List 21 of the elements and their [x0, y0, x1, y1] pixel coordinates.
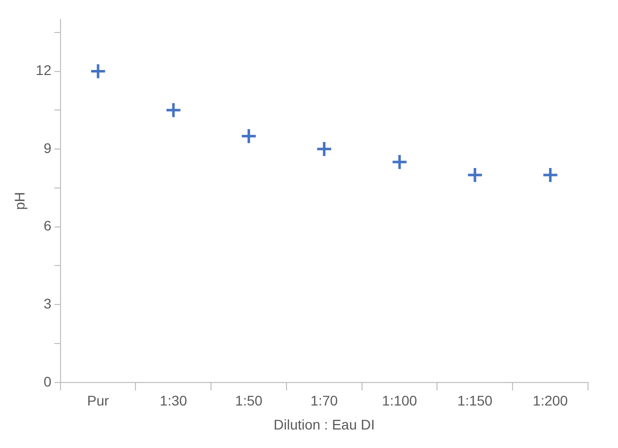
x-axis-title: Dilution : Eau DI [274, 416, 375, 432]
y-tick-label: 3 [44, 295, 52, 312]
x-tick-label: 1:30 [160, 392, 188, 409]
x-tick-label: 1:200 [532, 392, 568, 409]
y-tick-label: 9 [44, 140, 52, 156]
point [466, 166, 484, 184]
point [316, 140, 332, 158]
x-tick-label: 1:150 [457, 392, 493, 409]
x-tick-label: 1:70 [310, 392, 338, 409]
y-tick-label: 6 [44, 218, 52, 234]
point [391, 154, 408, 170]
point [542, 166, 559, 184]
y-tick-label: 0 [44, 373, 52, 390]
point [90, 63, 106, 80]
point [165, 102, 182, 118]
y-tick-label: 12 [36, 62, 52, 78]
y-axis-title: pH [11, 192, 28, 210]
point [240, 128, 258, 144]
x-tick-label: Pur [87, 392, 110, 409]
x-tick-label: 1:100 [382, 392, 418, 409]
x-tick-label: 1:50 [235, 392, 263, 409]
